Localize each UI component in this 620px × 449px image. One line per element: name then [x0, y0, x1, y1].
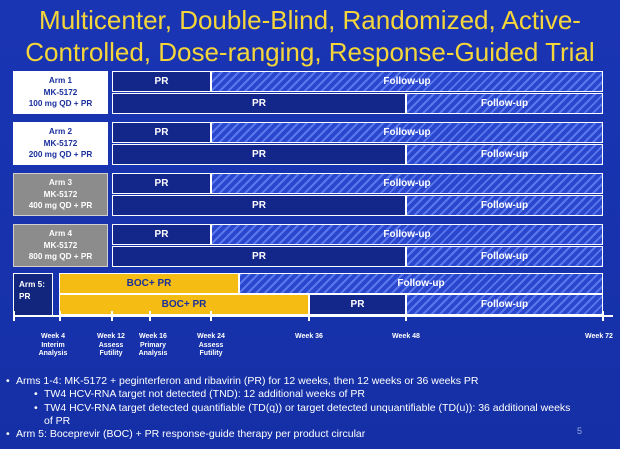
arm-2-name: Arm 2: [48, 127, 73, 137]
arm-3-drug: MK-5172: [43, 189, 78, 199]
arm-5-row-1-boc-pr: BOC+ PR: [59, 273, 239, 294]
bullet-arm-5: • Arm 5: Boceprevir (BOC) + PR response-g…: [6, 428, 366, 441]
arm-5-name: Arm 5:: [19, 280, 45, 289]
arm-4-label: Arm 4 MK-5172 800 mg QD + PR: [13, 224, 108, 267]
arm-1-row-2-pr: PR: [112, 93, 406, 114]
arm-4-name: Arm 4: [48, 229, 73, 239]
arm-1-drug: MK-5172: [43, 87, 78, 97]
bullet-list: • Arms 1-4: MK-5172 + peginterferon and r…: [4, 375, 616, 441]
arm-4-row-1-pr: PR: [112, 224, 211, 245]
arm-5-row-2-follow-up: Follow-up: [406, 294, 603, 315]
arm-3-row-2-follow-up: Follow-up: [406, 195, 603, 216]
arm-2-dose: 200 mg QD + PR: [28, 150, 93, 160]
timeline-tick-week-16: [149, 311, 151, 321]
timeline-axis: [13, 315, 613, 317]
slide-title-line-2: Controlled, Dose-ranging, Response-Guide…: [25, 37, 595, 67]
sub-bullet-td: • TW4 HCV-RNA target detected quantifiabl…: [34, 401, 571, 427]
timeline-tick-week-24: [210, 311, 212, 321]
timeline-label-week-36: Week 36: [295, 333, 323, 340]
timeline-tick-start: [13, 311, 15, 321]
arm-1-dose: 100 mg QD + PR: [28, 99, 93, 109]
arm-1-row-1-pr: PR: [112, 71, 211, 92]
timeline-label-week-4: Week 4 Interim Analysis: [38, 333, 68, 358]
timeline-tick-week-72: [602, 311, 604, 321]
timeline-tick-week-36: [308, 311, 310, 321]
arm-4-dose: 800 mg QD + PR: [28, 252, 93, 262]
arm-5-regimen: PR: [19, 291, 31, 301]
page-number: 5: [577, 426, 583, 436]
arm-1-name: Arm 1: [48, 76, 73, 86]
timeline-tick-week-4: [59, 311, 61, 321]
arm-3-row-1-pr: PR: [112, 173, 211, 194]
arm-5-label: Arm 5: PR: [13, 273, 53, 316]
arm-3-label: Arm 3 MK-5172 400 mg QD + PR: [13, 173, 108, 216]
arm-2-row-2-pr: PR: [112, 144, 406, 165]
timeline-label-week-48: Week 48: [392, 333, 420, 340]
sub-bullet-tnd: • TW4 HCV-RNA target not detected (TND): …: [34, 388, 365, 401]
arm-5-row-1-follow-up: Follow-up: [239, 273, 603, 294]
arm-4-row-2-follow-up: Follow-up: [406, 246, 603, 267]
arm-1-row-2-follow-up: Follow-up: [406, 93, 603, 114]
arm-5-row-2-boc-pr: BOC+ PR: [59, 294, 309, 315]
arm-4-row-1-follow-up: Follow-up: [211, 224, 603, 245]
timeline-label-week-16: Week 16 Primary Analysis: [138, 333, 168, 358]
slide-title-line-1: Multicenter, Double-Blind, Randomized, A…: [39, 5, 581, 35]
timeline-label-week-72: Week 72: [585, 333, 613, 340]
arm-5-row-2-pr: PR: [309, 294, 406, 315]
arm-4-row-2-pr: PR: [112, 246, 406, 267]
arm-3-dose: 400 mg QD + PR: [28, 201, 93, 211]
arm-1-row-1-follow-up: Follow-up: [211, 71, 603, 92]
arm-3-name: Arm 3: [48, 178, 73, 188]
arm-2-row-1-pr: PR: [112, 122, 211, 143]
timeline-label-week-12: Week 12 Assess Futility: [97, 333, 125, 358]
arm-3-row-2-pr: PR: [112, 195, 406, 216]
arm-4-drug: MK-5172: [43, 240, 78, 250]
arm-2-drug: MK-5172: [43, 138, 78, 148]
bullet-arms-1-4: • Arms 1-4: MK-5172 + peginterferon and r…: [6, 375, 479, 387]
arm-2-row-1-follow-up: Follow-up: [211, 122, 603, 143]
arm-3-row-1-follow-up: Follow-up: [211, 173, 603, 194]
arm-2-label: Arm 2 MK-5172 200 mg QD + PR: [13, 122, 108, 165]
arm-2-row-2-follow-up: Follow-up: [406, 144, 603, 165]
timeline-tick-week-12: [111, 311, 113, 321]
timeline-tick-week-48: [405, 311, 407, 321]
timeline-label-week-24: Week 24 Assess Futility: [197, 333, 225, 358]
arm-1-label: Arm 1 MK-5172 100 mg QD + PR: [13, 71, 108, 114]
